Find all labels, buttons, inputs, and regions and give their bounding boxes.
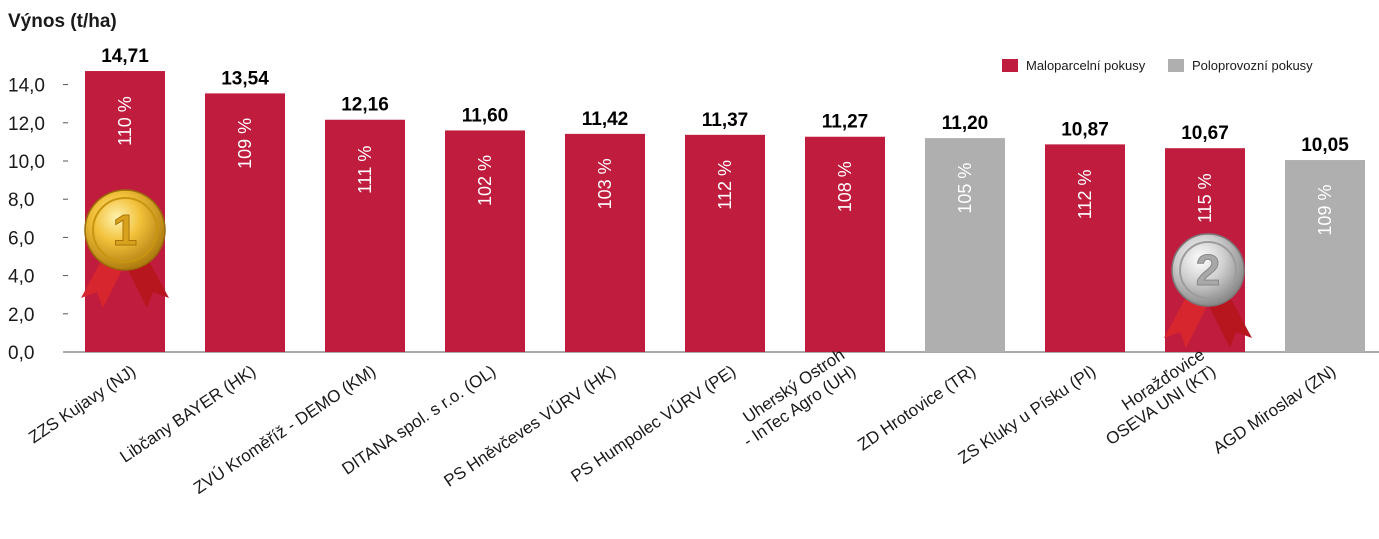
y-tick-label: 2,0 <box>8 305 34 326</box>
x-tick-label: ZD Hrotovice (TR) <box>854 362 979 455</box>
bar-percent-label: 112 % <box>1075 170 1095 220</box>
legend-label-maloparcelni: Maloparcelní pokusy <box>1026 58 1146 73</box>
legend-label-poloprovozni: Poloprovozní pokusy <box>1192 58 1313 73</box>
bar-percent-label: 102 % <box>475 155 495 206</box>
bar-percent-label: 108 % <box>835 161 855 212</box>
bar-value-label: 14,71 <box>101 46 149 67</box>
bar-value-label: 11,42 <box>582 109 629 130</box>
legend-swatch-poloprovozni <box>1168 59 1184 72</box>
y-tick-label: 4,0 <box>8 267 34 288</box>
x-tick-label: Uherský Ostroh- InTec Agro (UH) <box>740 345 860 451</box>
gold-medal-icon: 1 <box>81 189 169 308</box>
x-axis-labels: ZZS Kujavy (NJ)Libčany BAYER (HK)ZVÚ Kro… <box>25 345 1339 498</box>
medal-disc <box>84 189 166 271</box>
bar-percent-label: 109 % <box>235 118 255 169</box>
medal-disc <box>1171 233 1245 307</box>
x-tick-label-line: AGD Miroslav (ZN) <box>1210 362 1340 458</box>
bar-value-label: 11,27 <box>822 112 869 133</box>
bar-percent-label: 115 % <box>1195 173 1215 223</box>
bar <box>685 134 765 352</box>
bar-value-label: 11,60 <box>462 105 509 126</box>
bar-value-label: 11,20 <box>942 113 989 134</box>
bar-percent-label: 103 % <box>595 158 615 209</box>
medal-number: 1 <box>113 206 137 255</box>
legend-swatch-maloparcelni <box>1002 59 1018 72</box>
bar-percent-label: 112 % <box>715 160 735 210</box>
bar <box>805 136 885 352</box>
y-tick-label: 8,0 <box>8 190 34 211</box>
silver-medal-icon: 2 <box>1164 233 1252 348</box>
bar-percent-label: 105 % <box>955 163 975 214</box>
bar <box>325 119 405 352</box>
x-tick-label-line: ZZS Kujavy (NJ) <box>25 362 139 447</box>
bar <box>445 130 525 352</box>
bar-value-label: 10,87 <box>1061 119 1109 140</box>
bar <box>1285 160 1365 352</box>
y-tick-label: 6,0 <box>8 228 34 249</box>
y-tick-label: 10,0 <box>8 152 45 173</box>
bar-value-label: 10,67 <box>1181 123 1229 144</box>
x-tick-label: ZZS Kujavy (NJ) <box>25 362 139 447</box>
y-tick-label: 12,0 <box>8 114 45 135</box>
bars-group: 14,71 110 % 13,54 109 % 12,16 111 % 11,60 102 %… <box>85 46 1365 353</box>
legend: Maloparcelní pokusy Poloprovozní pokusy <box>1002 58 1313 73</box>
bar <box>565 133 645 352</box>
medal-inner-ring <box>1179 241 1237 299</box>
bar-value-label: 13,54 <box>221 68 269 89</box>
bar <box>205 93 285 353</box>
x-tick-label-line: ZD Hrotovice (TR) <box>854 362 979 455</box>
bar <box>1045 144 1125 352</box>
medal-inner-ring <box>92 197 158 263</box>
bar-percent-label: 111 % <box>355 146 375 194</box>
bar-percent-label: 110 % <box>115 96 135 146</box>
bar-percent-label: 109 % <box>1315 185 1335 236</box>
y-axis: 0,0 2,0 4,0 6,0 8,0 10,0 12,0 14,0 <box>8 76 68 364</box>
bar-value-label: 12,16 <box>341 95 389 116</box>
medals-group: 12 <box>81 189 1252 348</box>
medal-number: 2 <box>1196 246 1220 295</box>
y-tick-label: 14,0 <box>8 76 45 97</box>
y-axis-label: Výnos (t/ha) <box>8 11 117 32</box>
bar-value-label: 10,05 <box>1301 135 1349 156</box>
bar <box>925 138 1005 352</box>
bar-value-label: 11,37 <box>702 110 749 131</box>
x-tick-label: AGD Miroslav (ZN) <box>1210 362 1340 458</box>
y-tick-label: 0,0 <box>8 343 34 364</box>
